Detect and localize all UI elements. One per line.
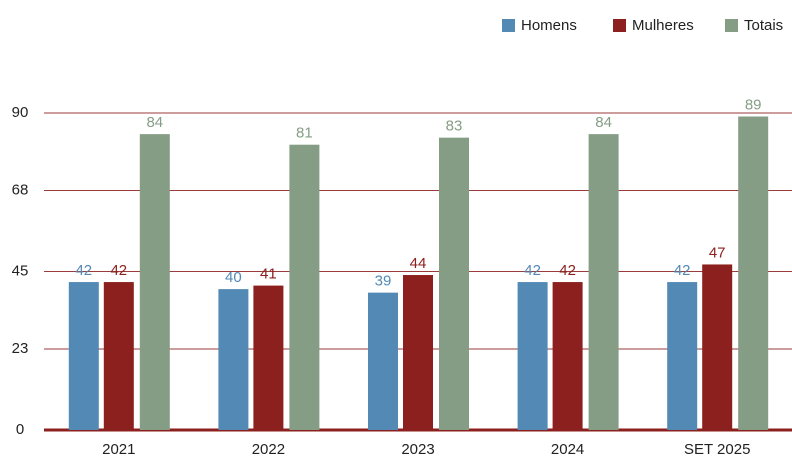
- bar: [667, 282, 698, 430]
- bar: [253, 285, 284, 430]
- data-label: 81: [296, 125, 313, 142]
- x-tick-label: 2023: [401, 441, 434, 458]
- legend-label: Totais: [744, 17, 783, 34]
- x-tick-label: SET 2025: [684, 441, 750, 458]
- bar: [289, 144, 320, 430]
- y-tick-label: 23: [12, 340, 29, 357]
- bar: [139, 134, 170, 430]
- bar: [517, 282, 548, 430]
- data-label: 42: [674, 262, 691, 279]
- x-tick-label: 2024: [551, 441, 584, 458]
- bar: [552, 282, 583, 430]
- legend-label: Mulheres: [632, 17, 694, 34]
- bar: [368, 292, 398, 430]
- bar: [68, 282, 99, 430]
- data-label: 42: [110, 262, 127, 279]
- data-label: 89: [745, 96, 762, 113]
- bar: [588, 134, 619, 430]
- legend-swatch: [502, 19, 515, 32]
- bar: [103, 282, 134, 430]
- data-label: 42: [75, 262, 92, 279]
- data-label: 47: [709, 244, 726, 261]
- data-label: 84: [146, 114, 163, 131]
- y-tick-label: 45: [12, 262, 29, 279]
- data-label: 41: [260, 266, 277, 283]
- y-tick-label: 68: [12, 181, 29, 198]
- bar: [439, 137, 469, 430]
- bar: [738, 116, 769, 431]
- x-tick-label: 2021: [102, 441, 135, 458]
- bar: [403, 275, 433, 430]
- y-tick-label: 0: [16, 421, 24, 438]
- legend-swatch: [613, 19, 626, 32]
- legend-swatch: [725, 19, 738, 32]
- data-label: 44: [410, 255, 427, 272]
- bar: [702, 264, 733, 430]
- y-tick-label: 90: [12, 104, 29, 121]
- data-label: 84: [595, 114, 612, 131]
- legend-label: Homens: [521, 17, 577, 34]
- data-label: 39: [375, 273, 392, 290]
- data-label: 40: [225, 269, 242, 286]
- data-label: 42: [559, 262, 576, 279]
- x-tick-label: 2022: [252, 441, 285, 458]
- bar: [218, 289, 249, 430]
- data-label: 83: [446, 118, 463, 135]
- data-label: 42: [524, 262, 541, 279]
